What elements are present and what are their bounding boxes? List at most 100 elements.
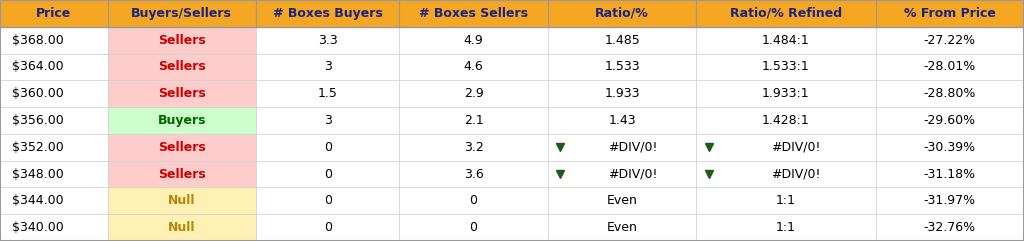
Bar <box>548 54 696 80</box>
Bar <box>108 27 256 54</box>
Text: 0: 0 <box>324 141 332 154</box>
Bar <box>696 161 876 187</box>
Text: $340.00: $340.00 <box>12 221 65 234</box>
Bar <box>876 0 1024 27</box>
Bar <box>256 80 399 107</box>
Bar <box>876 80 1024 107</box>
Bar <box>696 54 876 80</box>
Text: -31.97%: -31.97% <box>924 194 976 207</box>
Text: $360.00: $360.00 <box>12 87 65 100</box>
Text: -30.39%: -30.39% <box>924 141 976 154</box>
Bar <box>108 214 256 241</box>
Bar <box>876 161 1024 187</box>
Bar <box>108 54 256 80</box>
Text: 3: 3 <box>324 114 332 127</box>
Text: Ratio/%: Ratio/% <box>595 7 649 20</box>
Bar <box>548 80 696 107</box>
Bar <box>876 54 1024 80</box>
Bar <box>399 107 548 134</box>
Text: 0: 0 <box>470 221 477 234</box>
Bar <box>108 161 256 187</box>
Bar <box>399 134 548 161</box>
Text: % From Price: % From Price <box>904 7 995 20</box>
Bar <box>256 27 399 54</box>
Text: -27.22%: -27.22% <box>924 34 976 47</box>
Bar <box>876 134 1024 161</box>
Text: # Boxes Sellers: # Boxes Sellers <box>419 7 528 20</box>
Bar <box>108 187 256 214</box>
Text: #DIV/0!: #DIV/0! <box>771 141 821 154</box>
Bar <box>548 214 696 241</box>
Bar <box>548 134 696 161</box>
Bar <box>256 187 399 214</box>
Text: Buyers: Buyers <box>158 114 206 127</box>
Text: 1.484:1: 1.484:1 <box>762 34 810 47</box>
Text: $352.00: $352.00 <box>12 141 65 154</box>
Bar <box>696 107 876 134</box>
Bar <box>0 27 108 54</box>
Bar <box>256 214 399 241</box>
Text: #DIV/0!: #DIV/0! <box>771 167 821 181</box>
Text: Even: Even <box>606 194 638 207</box>
Bar <box>0 80 108 107</box>
Text: 3: 3 <box>324 60 332 74</box>
Text: 3.2: 3.2 <box>464 141 483 154</box>
Text: Sellers: Sellers <box>158 34 206 47</box>
Text: Ratio/% Refined: Ratio/% Refined <box>730 7 842 20</box>
Bar <box>108 107 256 134</box>
Bar <box>548 107 696 134</box>
Text: 1.43: 1.43 <box>608 114 636 127</box>
Bar <box>399 0 548 27</box>
Bar <box>256 161 399 187</box>
Text: $364.00: $364.00 <box>12 60 63 74</box>
Bar <box>0 0 108 27</box>
Bar <box>548 0 696 27</box>
Text: 1.933:1: 1.933:1 <box>762 87 810 100</box>
Text: Even: Even <box>606 221 638 234</box>
Text: -28.80%: -28.80% <box>924 87 976 100</box>
Bar <box>108 0 256 27</box>
Text: 1.485: 1.485 <box>604 34 640 47</box>
Text: 0: 0 <box>470 194 477 207</box>
Bar <box>399 27 548 54</box>
Text: $356.00: $356.00 <box>12 114 65 127</box>
Text: $348.00: $348.00 <box>12 167 65 181</box>
Bar <box>399 214 548 241</box>
Text: Sellers: Sellers <box>158 60 206 74</box>
Bar <box>0 187 108 214</box>
Bar <box>256 54 399 80</box>
Text: 1.428:1: 1.428:1 <box>762 114 810 127</box>
Text: #DIV/0!: #DIV/0! <box>607 141 657 154</box>
Bar <box>0 107 108 134</box>
Bar <box>256 134 399 161</box>
Text: $368.00: $368.00 <box>12 34 65 47</box>
Text: -32.76%: -32.76% <box>924 221 976 234</box>
Bar <box>876 187 1024 214</box>
Text: 4.9: 4.9 <box>464 34 483 47</box>
Text: 3.3: 3.3 <box>317 34 338 47</box>
Bar <box>108 134 256 161</box>
Text: Buyers/Sellers: Buyers/Sellers <box>131 7 232 20</box>
Text: 4.6: 4.6 <box>464 60 483 74</box>
Text: Sellers: Sellers <box>158 141 206 154</box>
Text: 1.533:1: 1.533:1 <box>762 60 810 74</box>
Text: -28.01%: -28.01% <box>924 60 976 74</box>
Bar <box>696 134 876 161</box>
Text: 1.5: 1.5 <box>317 87 338 100</box>
Bar <box>0 54 108 80</box>
Bar <box>0 134 108 161</box>
Text: 2.9: 2.9 <box>464 87 483 100</box>
Text: 1:1: 1:1 <box>776 194 796 207</box>
Text: Null: Null <box>168 221 196 234</box>
Bar <box>548 187 696 214</box>
Bar <box>696 27 876 54</box>
Text: 1.533: 1.533 <box>604 60 640 74</box>
Bar <box>399 54 548 80</box>
Bar <box>696 0 876 27</box>
Text: 1.933: 1.933 <box>604 87 640 100</box>
Bar <box>696 187 876 214</box>
Text: 0: 0 <box>324 194 332 207</box>
Bar <box>876 107 1024 134</box>
Bar <box>399 80 548 107</box>
Bar <box>256 107 399 134</box>
